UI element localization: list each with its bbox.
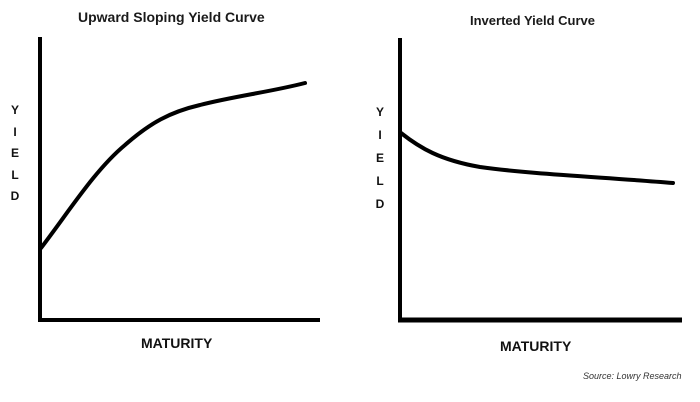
- ylabel-letter: Y: [375, 105, 384, 119]
- source-note: Source: Lowry Research: [583, 371, 682, 381]
- ylabel-letter: L: [376, 174, 384, 188]
- right-x-axis-label: MATURITY: [500, 338, 572, 354]
- left-chart: [38, 37, 320, 322]
- right-yield-curve: [399, 131, 675, 185]
- right-chart: [398, 38, 682, 323]
- left-y-axis-label: Y I E L D: [8, 100, 22, 208]
- right-y-axis-label: Y I E L D: [373, 101, 387, 216]
- ylabel-letter: E: [10, 146, 19, 160]
- ylabel-letter: D: [10, 189, 20, 203]
- ylabel-letter: D: [375, 197, 385, 211]
- ylabel-letter: I: [13, 124, 17, 139]
- right-chart-title: Inverted Yield Curve: [470, 13, 595, 28]
- left-x-axis-label: MATURITY: [141, 335, 213, 351]
- ylabel-letter: E: [375, 151, 384, 165]
- left-chart-title: Upward Sloping Yield Curve: [78, 9, 265, 25]
- ylabel-letter: Y: [10, 103, 19, 117]
- ylabel-letter: I: [378, 128, 382, 142]
- ylabel-letter: L: [11, 167, 19, 182]
- left-yield-curve: [39, 81, 307, 250]
